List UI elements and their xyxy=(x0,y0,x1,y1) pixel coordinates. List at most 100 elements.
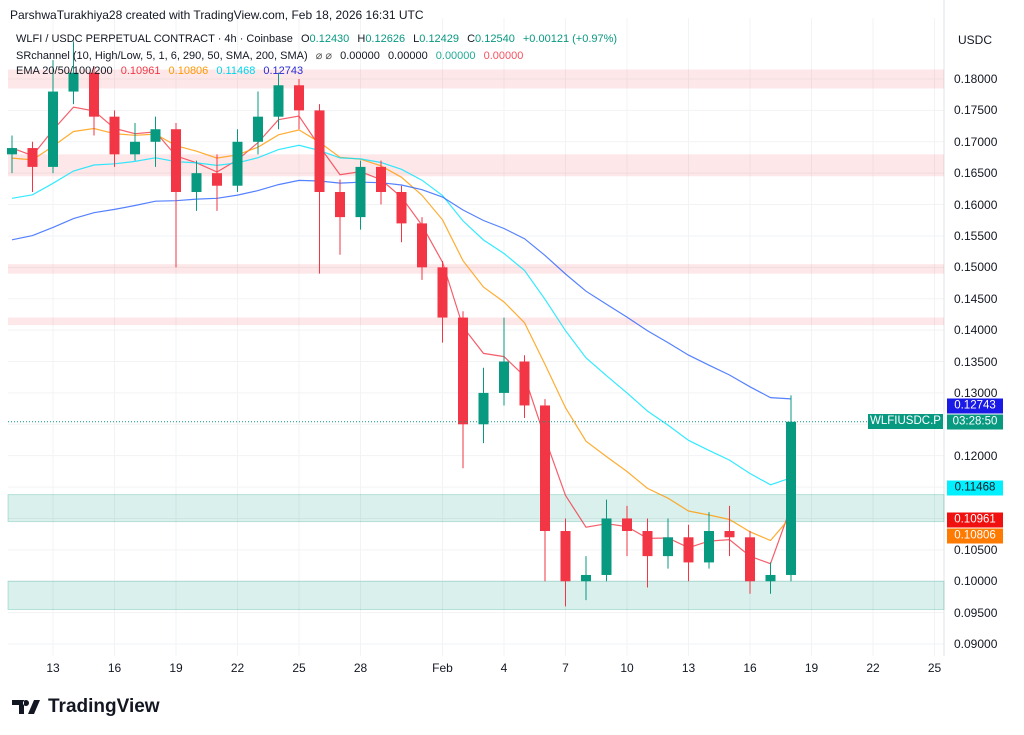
ema200-tag: 0.12743 xyxy=(947,398,1003,414)
candle-body xyxy=(314,110,325,193)
candle-body xyxy=(683,537,694,563)
sr-value: 0.00000 xyxy=(340,50,380,62)
date-tick-label: Feb xyxy=(432,661,453,675)
candle-body xyxy=(396,192,407,224)
tradingview-logo-icon xyxy=(12,700,40,714)
price-tick-label: 0.17500 xyxy=(954,103,998,118)
candle-body xyxy=(48,91,58,167)
symbol-legend: WLFI / USDC PERPETUAL CONTRACT · 4h · Co… xyxy=(16,33,622,45)
candle-body xyxy=(642,531,653,557)
candle-body xyxy=(191,173,202,193)
candle-body xyxy=(724,531,735,538)
candle-body xyxy=(478,392,489,425)
candle-body xyxy=(581,574,591,582)
date-tick-label: 10 xyxy=(620,661,634,675)
resistance-zone xyxy=(8,317,944,326)
price-tick-label: 0.10000 xyxy=(954,574,998,589)
low-label: L xyxy=(413,33,420,45)
support-zone xyxy=(7,580,945,610)
date-tick-label: 19 xyxy=(804,661,819,675)
ema100-tag: 0.11468 xyxy=(947,480,1003,496)
date-tick-label: 4 xyxy=(500,661,508,675)
candle-body xyxy=(7,148,17,155)
symbol-name[interactable]: WLFI / USDC PERPETUAL CONTRACT · 4h · Co… xyxy=(16,33,293,45)
candle-body xyxy=(786,421,796,575)
candle-body xyxy=(437,267,448,318)
candle-body xyxy=(130,141,140,155)
price-tick-label: 0.14000 xyxy=(954,323,998,338)
price-tick-label: 0.14500 xyxy=(954,291,998,306)
date-tick-label: 16 xyxy=(743,661,757,675)
open-value: 0.12430 xyxy=(309,33,350,45)
candle-body xyxy=(171,129,181,193)
date-tick-label: 22 xyxy=(866,661,880,675)
high-label: H xyxy=(357,33,366,45)
symbol-price-tag: WLFIUSDC.P xyxy=(868,414,943,429)
sr-value: 0.00000 xyxy=(387,50,428,62)
sr-value: 0.00000 xyxy=(483,50,524,62)
candle-body xyxy=(765,574,776,582)
candle-body xyxy=(89,72,99,117)
candle-body xyxy=(253,116,263,142)
ema-legend: EMA 20/50/100/200 0.10961 0.10806 0.1146… xyxy=(16,65,308,77)
srchannel-symbols: ⌀ ⌀ xyxy=(315,50,333,62)
candle-body xyxy=(745,537,755,582)
date-tick-label: 16 xyxy=(107,661,122,675)
change-value: +0.00121 (+0.97%) xyxy=(522,33,618,45)
candle-body xyxy=(150,129,161,142)
date-tick-label: 19 xyxy=(169,661,183,675)
countdown-tag: 03:28:50 xyxy=(947,414,1003,430)
candle-body xyxy=(519,361,530,406)
candle-body xyxy=(68,72,79,92)
price-tick-label: 0.16000 xyxy=(954,197,998,212)
candle-body xyxy=(27,148,38,167)
candle-body xyxy=(622,518,632,532)
price-tick-label: 0.17000 xyxy=(954,134,998,149)
open-label: O xyxy=(300,33,310,45)
date-tick-label: 28 xyxy=(353,661,368,675)
candle-body xyxy=(232,141,243,186)
ema100-line xyxy=(11,144,792,486)
resistance-zone xyxy=(8,69,944,89)
price-tick-label: 0.09500 xyxy=(954,605,998,620)
ema200-value: 0.12743 xyxy=(263,65,304,77)
resistance-zone xyxy=(8,154,944,177)
tradingview-logo[interactable]: TradingView xyxy=(12,696,160,718)
price-tick-label: 0.16500 xyxy=(954,166,998,181)
candle-body xyxy=(601,518,612,575)
price-tick-label: 0.13000 xyxy=(954,385,998,400)
candle-body xyxy=(355,166,366,218)
ema50-line xyxy=(11,127,792,542)
srchannel-name[interactable]: SRchannel (10, High/Low, 5, 1, 6, 290, 5… xyxy=(16,50,308,62)
price-tick-label: 0.09000 xyxy=(954,637,998,652)
candle-body xyxy=(704,531,714,563)
date-tick-label: 25 xyxy=(292,661,306,675)
date-tick-label: 22 xyxy=(230,661,245,675)
close-value: 0.12540 xyxy=(475,33,515,45)
price-tick-label: 0.15500 xyxy=(954,228,998,243)
sr-value: 0.00000 xyxy=(435,50,476,62)
logo-text: TradingView xyxy=(48,696,160,717)
close-label: C xyxy=(467,33,476,45)
ema50-value: 0.10806 xyxy=(168,65,209,77)
date-tick-label: 13 xyxy=(681,661,696,675)
credit-line: ParshwaTurakhiya28 created with TradingV… xyxy=(10,8,424,22)
ema20-tag: 0.10961 xyxy=(947,512,1003,528)
candle-body xyxy=(499,361,509,393)
price-tick-label: 0.15000 xyxy=(954,260,998,275)
candle-body xyxy=(273,85,284,117)
price-tick-label: 0.10500 xyxy=(954,542,998,557)
price-tick-label: 0.13500 xyxy=(954,354,998,369)
date-tick-label: 25 xyxy=(927,661,942,675)
candle-body xyxy=(376,166,386,193)
srchannel-legend: SRchannel (10, High/Low, 5, 1, 6, 290, 5… xyxy=(16,49,528,62)
ema-name[interactable]: EMA 20/50/100/200 xyxy=(16,65,113,77)
support-zone xyxy=(7,494,945,523)
price-tick-label: 0.18000 xyxy=(954,72,998,86)
ema20-value: 0.10961 xyxy=(120,65,161,77)
date-tick-label: 7 xyxy=(562,661,569,675)
ema50-tag: 0.10806 xyxy=(947,528,1003,544)
currency-label[interactable]: USDC xyxy=(958,33,993,47)
